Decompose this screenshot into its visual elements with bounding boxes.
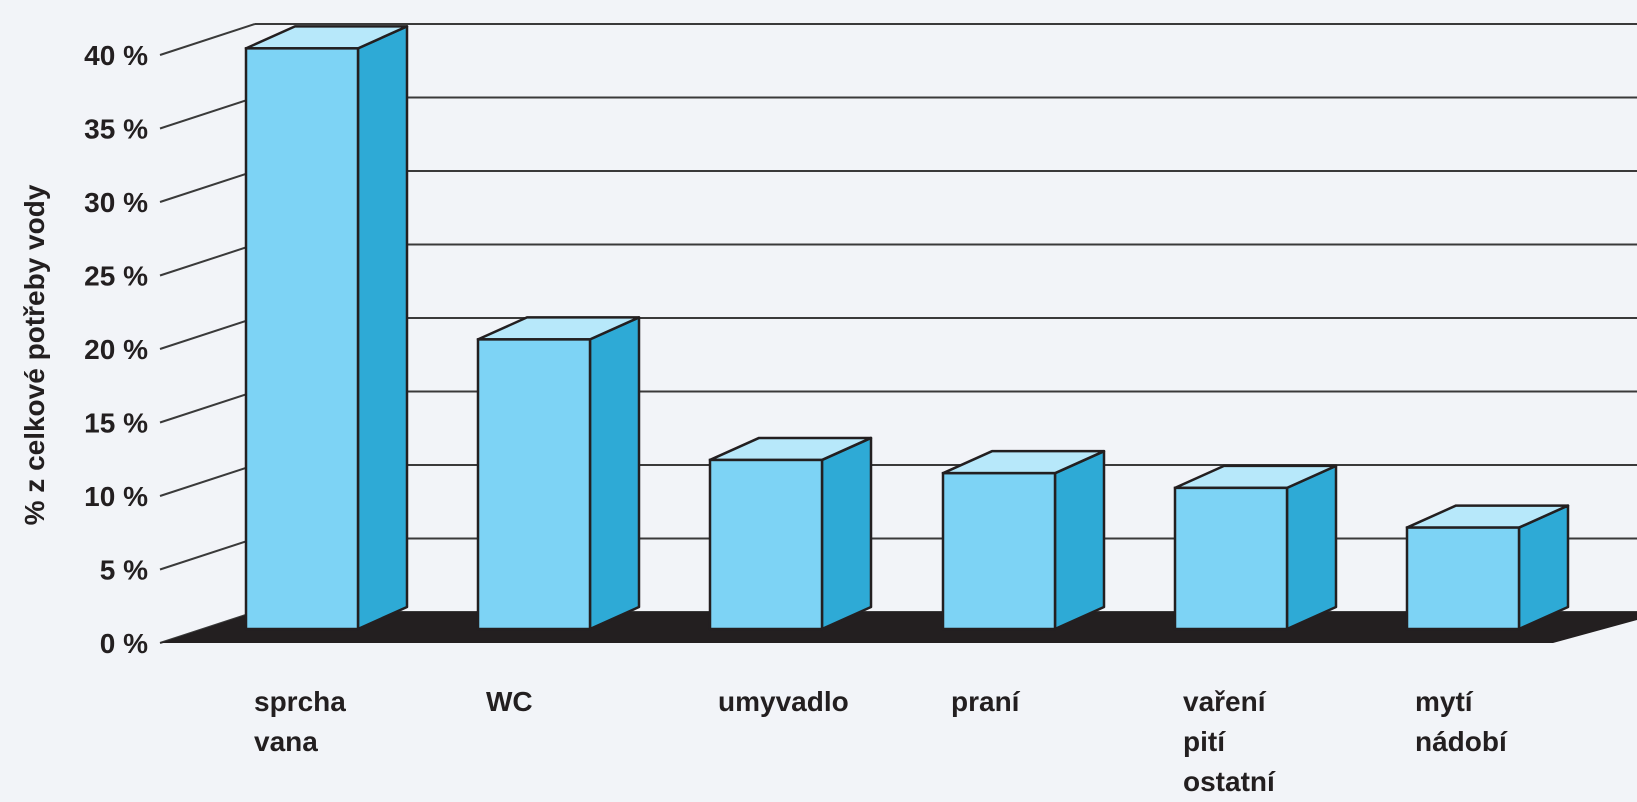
category-label: vaření pití ostatní xyxy=(1183,686,1276,797)
y-tick-label: 0 % xyxy=(100,628,148,659)
bar-side xyxy=(1053,449,1106,631)
bar xyxy=(476,316,641,631)
bar-front xyxy=(1405,526,1521,631)
category-label-line: nádobí xyxy=(1415,726,1508,757)
bar-front xyxy=(708,458,824,631)
category-label: umyvadlo xyxy=(718,686,849,717)
y-tick-label: 35 % xyxy=(84,114,148,145)
category-label: WC xyxy=(486,686,533,717)
bar-side xyxy=(820,436,873,631)
bar xyxy=(244,25,409,631)
bar-side xyxy=(1285,464,1338,631)
y-axis-label: % z celkové potřeby vody xyxy=(19,184,50,525)
bar-side xyxy=(356,25,409,631)
category-label-line: WC xyxy=(486,686,533,717)
category-label: praní xyxy=(951,686,1021,717)
bar xyxy=(1405,504,1570,631)
category-labels: sprcha vana WC umyvadlo praní vaření pití ostat… xyxy=(254,686,1508,797)
bar-front xyxy=(244,47,360,631)
category-label-line: mytí xyxy=(1415,686,1474,717)
category-label-line: vaření xyxy=(1183,686,1267,717)
gridline-diagonal xyxy=(159,390,256,424)
y-tick-label: 40 % xyxy=(84,40,148,71)
bar-front xyxy=(941,471,1057,631)
category-label: mytí nádobí xyxy=(1415,686,1508,757)
gridline-diagonal xyxy=(159,96,256,130)
bar-front xyxy=(1173,486,1289,631)
y-tick-label: 15 % xyxy=(84,408,148,439)
bars-layer xyxy=(244,25,1570,631)
y-tick-label: 10 % xyxy=(84,481,148,512)
bar-front xyxy=(476,338,592,631)
gridline-diagonal xyxy=(159,23,256,56)
bar xyxy=(1173,464,1338,631)
category-label: sprcha vana xyxy=(254,686,346,757)
category-label-line: sprcha xyxy=(254,686,346,717)
category-label-line: vana xyxy=(254,726,318,757)
category-label-line: praní xyxy=(951,686,1021,717)
gridline-diagonal xyxy=(159,170,256,203)
gridline-diagonal xyxy=(159,464,256,497)
gridline-diagonal xyxy=(159,243,256,277)
bar-side xyxy=(588,316,641,631)
category-label-line: ostatní xyxy=(1183,766,1276,797)
y-tick-label: 20 % xyxy=(84,334,148,365)
y-tick-labels: 0 % 5 % 10 % 15 % 20 % 25 % 30 % 35 % 40 % xyxy=(84,40,148,659)
y-tick-label: 30 % xyxy=(84,187,148,218)
category-label-line: pití xyxy=(1183,726,1226,757)
category-label-line: umyvadlo xyxy=(718,686,849,717)
bar xyxy=(708,436,873,631)
y-tick-label: 5 % xyxy=(100,555,148,586)
y-tick-label: 25 % xyxy=(84,261,148,292)
bar xyxy=(941,449,1106,631)
gridline-diagonal xyxy=(159,537,256,571)
gridline-diagonal xyxy=(159,317,256,350)
